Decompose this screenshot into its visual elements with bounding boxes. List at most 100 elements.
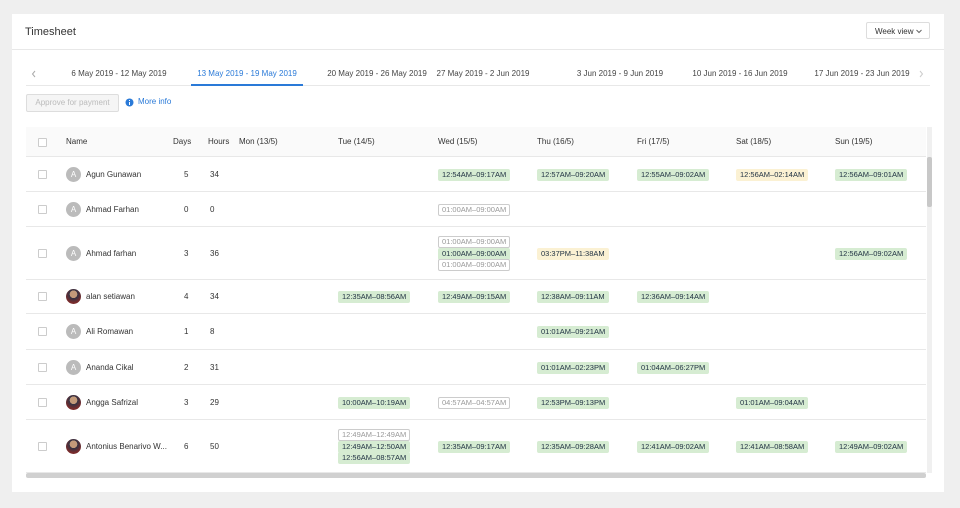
column-header: Tue (14/5) (338, 137, 375, 146)
timesheet-card: Timesheet Week view Approve for payment … (12, 14, 944, 492)
row-divider (26, 472, 926, 473)
row-divider (26, 313, 926, 314)
column-header: Days (173, 137, 192, 146)
time-entry[interactable]: 12:56AM–08:57AM (338, 452, 411, 465)
hours: 50 (210, 441, 219, 451)
tab[interactable]: 20 May 2019 - 26 May 2019 (327, 69, 427, 78)
chevron-down (916, 29, 922, 34)
hours: 29 (210, 397, 219, 407)
tab-rule (26, 85, 930, 86)
time-entry[interactable]: 12:49AM–09:15AM (438, 291, 511, 304)
days: 3 (184, 397, 189, 407)
divider (12, 49, 944, 50)
column-header: Hours (208, 137, 230, 146)
time-entry[interactable]: 01:00AM–09:00AM (438, 203, 511, 216)
time-entry[interactable]: 12:38AM–09:11AM (537, 291, 609, 304)
hours: 36 (210, 248, 219, 258)
column-header: Sun (19/5) (835, 137, 873, 146)
time-entry[interactable]: 12:55AM–09:02AM (637, 168, 710, 181)
time-entry[interactable]: 12:49AM–09:02AM (835, 440, 908, 453)
time-entry[interactable]: 12:49AM–12:49AM (338, 429, 411, 442)
column-header: Name (66, 137, 88, 146)
view-label: Week view (875, 27, 914, 36)
time-entry[interactable]: 04:57AM–04:57AM (438, 396, 511, 409)
tab-next[interactable] (918, 70, 924, 78)
time-entry[interactable]: 01:01AM–09:04AM (736, 396, 809, 409)
employee-name: Angga Safrizal (86, 397, 139, 407)
days: 0 (184, 204, 189, 214)
checkbox[interactable] (38, 292, 47, 301)
row-divider (26, 419, 926, 420)
tab[interactable]: 3 Jun 2019 - 9 Jun 2019 (576, 69, 664, 78)
checkbox[interactable] (38, 248, 47, 258)
time-entry[interactable]: 10:00AM–10:19AM (338, 396, 411, 409)
hours: 0 (210, 204, 215, 214)
time-entry[interactable]: 12:56AM–02:14AM (736, 168, 809, 181)
view-dropdown[interactable]: Week view (866, 22, 930, 39)
time-entry[interactable]: 12:49AM–12:50AM (338, 440, 411, 453)
approve-button[interactable]: Approve for payment (26, 94, 119, 112)
employee-name: alan setiawan (86, 292, 135, 301)
avatar-photo (66, 438, 81, 454)
row-divider (26, 226, 926, 227)
tab[interactable]: 6 May 2019 - 12 May 2019 (71, 69, 167, 78)
checkbox[interactable] (38, 362, 47, 372)
h-scrollbar (26, 473, 926, 478)
checkbox[interactable] (38, 138, 47, 147)
row-divider (26, 384, 926, 385)
time-entry[interactable]: 01:01AM–02:23PM (537, 361, 610, 374)
avatar: A (66, 245, 81, 261)
employee-name: Ahmad farhan (86, 248, 137, 258)
column-header: Fri (17/5) (637, 137, 670, 146)
employee-name: Ali Romawan (86, 327, 134, 336)
time-entry[interactable]: 12:35AM–08:56AM (338, 291, 411, 304)
days: 3 (184, 248, 189, 258)
time-entry[interactable]: 01:04AM–06:27PM (637, 361, 710, 374)
tab-active[interactable]: 13 May 2019 - 19 May 2019 (197, 69, 297, 78)
avatar: A (66, 166, 81, 182)
tab[interactable]: 27 May 2019 - 2 Jun 2019 (436, 69, 530, 78)
column-header: Wed (15/5) (438, 137, 478, 146)
checkbox[interactable] (38, 327, 47, 336)
time-entry[interactable]: 12:57AM–09:20AM (537, 168, 610, 181)
employee-name: Agun Gunawan (86, 169, 142, 179)
column-header: Mon (13/5) (239, 137, 278, 146)
time-entry[interactable]: 12:53PM–09:13PM (537, 396, 610, 409)
tab[interactable]: 10 Jun 2019 - 16 Jun 2019 (692, 69, 788, 78)
row-divider (26, 349, 926, 350)
checkbox[interactable] (38, 397, 47, 407)
avatar: A (66, 201, 81, 217)
employee-name: Antonius Benarivo W... (86, 441, 167, 451)
time-entry[interactable]: 03:37PM–11:38AM (537, 247, 609, 260)
checkbox[interactable] (38, 441, 47, 451)
v-scroll-track (927, 127, 932, 473)
hours: 8 (210, 327, 215, 336)
hours: 31 (210, 362, 219, 372)
time-entry[interactable]: 12:56AM–09:02AM (835, 247, 908, 260)
avatar: A (66, 359, 81, 375)
time-entry[interactable]: 01:01AM–09:21AM (537, 326, 610, 339)
time-entry[interactable]: 12:35AM–09:17AM (438, 440, 511, 453)
days: 4 (184, 292, 189, 301)
tab[interactable]: 17 Jun 2019 - 23 Jun 2019 (814, 69, 910, 78)
avatar: A (66, 324, 81, 339)
time-entry[interactable]: 12:41AM–09:02AM (637, 440, 710, 453)
time-entry[interactable]: 12:35AM–09:28AM (537, 440, 610, 453)
time-entry[interactable]: 12:54AM–09:17AM (438, 168, 511, 181)
days: 5 (184, 169, 189, 179)
time-entry[interactable]: 01:00AM–09:00AM (438, 259, 511, 272)
avatar-photo (66, 289, 81, 304)
checkbox[interactable] (38, 169, 47, 179)
time-entry[interactable]: 01:00AM–09:00AM (438, 247, 511, 260)
tab-prev[interactable] (31, 70, 37, 78)
column-header: Thu (16/5) (537, 137, 574, 146)
employee-name: Ahmad Farhan (86, 204, 139, 214)
time-entry[interactable]: 12:36AM–09:14AM (637, 291, 710, 304)
checkbox[interactable] (38, 204, 47, 214)
hours: 34 (210, 292, 219, 301)
time-entry[interactable]: 12:41AM–08:58AM (736, 440, 809, 453)
time-entry[interactable]: 01:00AM–09:00AM (438, 236, 511, 249)
more-info-link[interactable]: More info (138, 97, 172, 106)
time-entry[interactable]: 12:56AM–09:01AM (835, 168, 908, 181)
